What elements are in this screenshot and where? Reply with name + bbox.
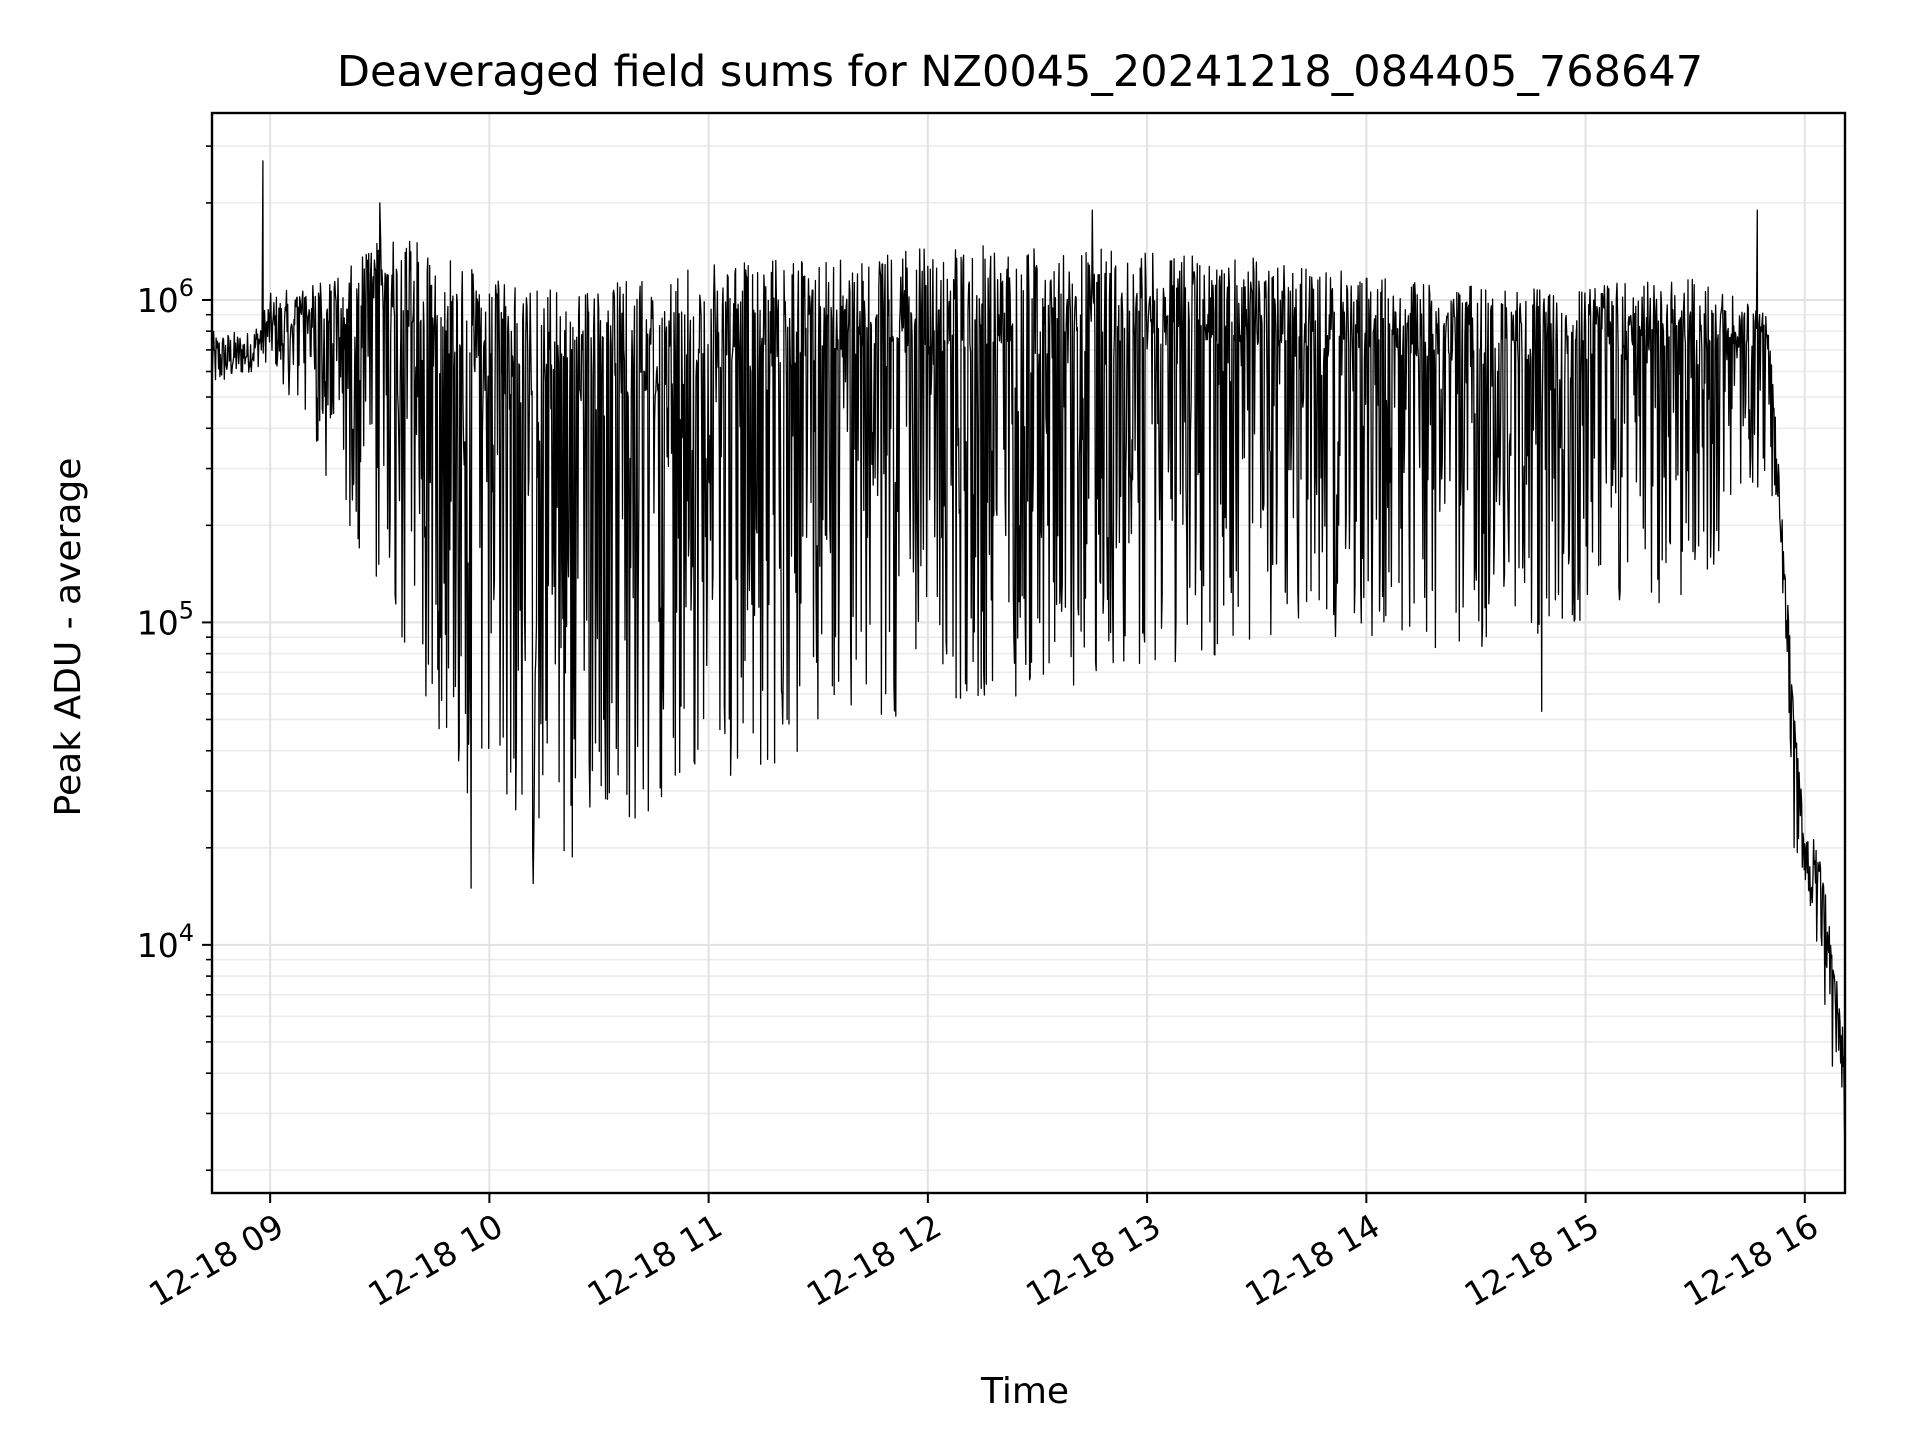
- x-axis-title: Time: [980, 1371, 1069, 1412]
- series-line: [211, 160, 1846, 1151]
- y-axis-title: Peak ADU - average: [48, 458, 89, 817]
- y-tick-label: 104: [137, 919, 194, 965]
- y-axis-ticks: 104 105 106: [137, 145, 212, 1172]
- y-tick-label: 105: [137, 596, 194, 642]
- series-layer: [211, 160, 1846, 1151]
- chart-title: Deaveraged field sums for NZ0045_2024121…: [337, 47, 1703, 97]
- y-tick-label: 106: [137, 274, 194, 320]
